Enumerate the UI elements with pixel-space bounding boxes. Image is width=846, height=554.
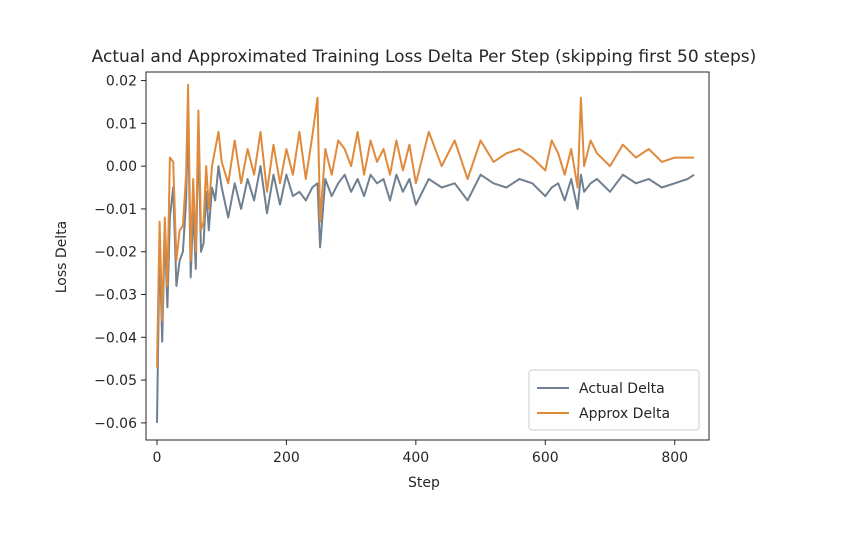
x-tick-label: 600 (532, 450, 559, 466)
y-tick-label: 0.00 (106, 159, 137, 175)
legend: Actual Delta Approx Delta (529, 370, 699, 430)
legend-label: Approx Delta (579, 406, 670, 422)
x-tick-label: 200 (273, 450, 300, 466)
legend-label: Actual Delta (579, 381, 665, 397)
x-tick-label: 400 (402, 450, 429, 466)
chart-title: Actual and Approximated Training Loss De… (92, 47, 757, 67)
y-tick-label: −0.06 (94, 416, 137, 432)
y-tick-label: 0.01 (106, 116, 137, 132)
y-tick-label: −0.02 (94, 245, 137, 261)
x-tick-label: 800 (661, 450, 688, 466)
y-tick-label: −0.01 (94, 202, 137, 218)
series-line-approx-delta (157, 85, 694, 368)
y-tick-label: −0.04 (94, 330, 137, 346)
y-tick-label: −0.03 (94, 288, 137, 304)
y-tick-label: 0.02 (106, 74, 137, 90)
y-axis-label: Loss Delta (54, 221, 70, 294)
x-axis-label: Step (408, 475, 440, 491)
x-tick-label: 0 (153, 450, 162, 466)
y-tick-label: −0.05 (94, 373, 137, 389)
